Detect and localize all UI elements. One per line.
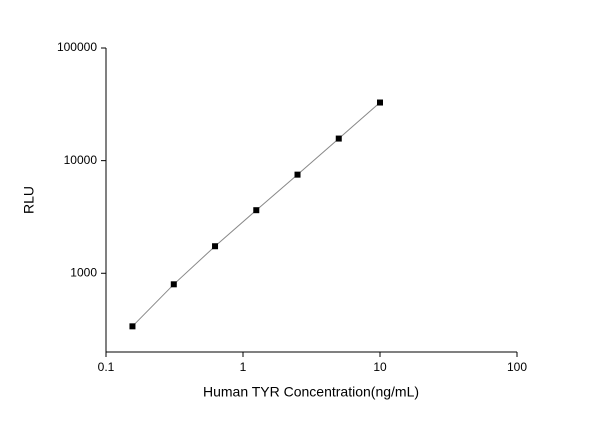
point — [129, 323, 136, 330]
x-tick-label: 1 — [240, 360, 247, 374]
point — [335, 135, 342, 142]
y-tick-label: 100000 — [57, 40, 97, 54]
y-axis-title: RLU — [21, 186, 37, 214]
x-tick-label: 0.1 — [98, 360, 115, 374]
y-tick-label: 10000 — [64, 153, 98, 167]
point — [294, 171, 301, 178]
x-axis-title: Human TYR Concentration(ng/mL) — [203, 384, 419, 400]
point — [253, 207, 260, 214]
point — [170, 281, 177, 288]
point — [212, 243, 219, 250]
x-tick-label: 10 — [373, 360, 387, 374]
fit-line — [132, 102, 381, 327]
point — [377, 99, 383, 106]
y-tick-label: 1000 — [70, 265, 97, 279]
x-tick-label: 100 — [507, 360, 527, 374]
